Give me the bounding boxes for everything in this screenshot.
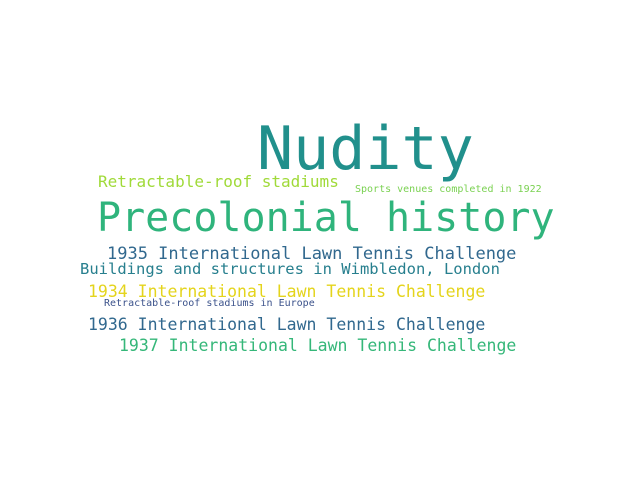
word-1937-lawn-tennis: 1937 International Lawn Tennis Challenge <box>119 336 517 355</box>
word-1936-lawn-tennis: 1936 International Lawn Tennis Challenge <box>88 315 486 334</box>
word-retractable-roof-europe: Retractable-roof stadiums in Europe <box>104 298 315 309</box>
word-1935-lawn-tennis: 1935 International Lawn Tennis Challenge <box>107 244 517 264</box>
word-buildings-wimbledon: Buildings and structures in Wimbledon, L… <box>80 260 500 278</box>
word-precolonial-history: Precolonial history <box>97 195 555 241</box>
word-sports-venues-1922: Sports venues completed in 1922 <box>355 184 542 195</box>
word-nudity: Nudity <box>257 114 474 184</box>
word-1934-lawn-tennis: 1934 International Lawn Tennis Challenge <box>88 282 486 301</box>
word-retractable-roof-stadiums: Retractable-roof stadiums <box>98 172 339 191</box>
